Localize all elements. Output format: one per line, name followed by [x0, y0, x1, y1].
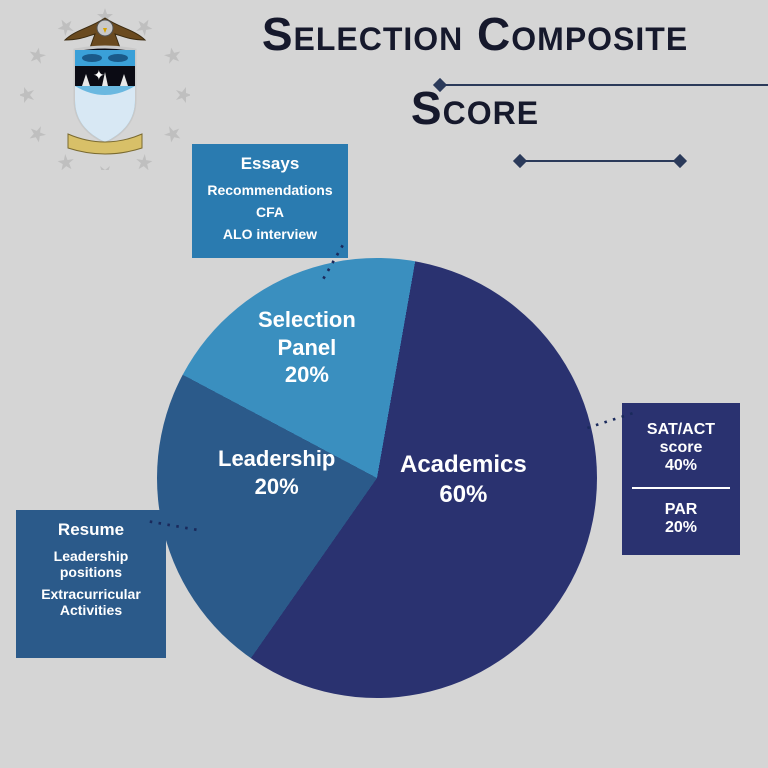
title-divider-bottom	[520, 160, 680, 162]
callout-academics: SAT/ACT score 40% PAR 20%	[622, 403, 740, 555]
title-line-1: Selection Composite	[210, 10, 740, 58]
page-title: Selection Composite Score	[210, 10, 740, 133]
slice-pct: 20%	[218, 473, 335, 501]
title-line-2: Score	[210, 84, 740, 132]
callout-header: Resume	[26, 520, 156, 540]
academy-emblem: ✦	[20, 0, 190, 170]
callout-item: Leadership positions	[26, 548, 156, 580]
slice-pct: 20%	[258, 361, 356, 389]
svg-text:✦: ✦	[93, 67, 105, 83]
callout-selection-panel: Essays Recommendations CFA ALO interview	[192, 144, 348, 258]
callout-leadership: Resume Leadership positions Extracurricu…	[16, 510, 166, 658]
slice-pct: 60%	[400, 480, 527, 510]
slice-name: Leadership	[218, 445, 335, 473]
callout-sub1: SAT/ACT score 40%	[632, 413, 730, 483]
callout-item: CFA	[202, 204, 338, 220]
callout-divider	[632, 487, 730, 489]
slice-name: Academics	[400, 450, 527, 480]
callout-sub2: PAR 20%	[632, 493, 730, 545]
callout-item: ALO interview	[202, 226, 338, 242]
pie-label-leadership: Leadership 20%	[218, 445, 335, 500]
pie-label-academics: Academics 60%	[400, 450, 527, 510]
callout-header: Essays	[202, 154, 338, 174]
callout-item: Extracurricular Activities	[26, 586, 156, 618]
callout-item: Recommendations	[202, 182, 338, 198]
title-divider-top	[440, 84, 768, 86]
pie-label-selection: SelectionPanel 20%	[258, 306, 356, 389]
slice-name: SelectionPanel	[258, 306, 356, 361]
